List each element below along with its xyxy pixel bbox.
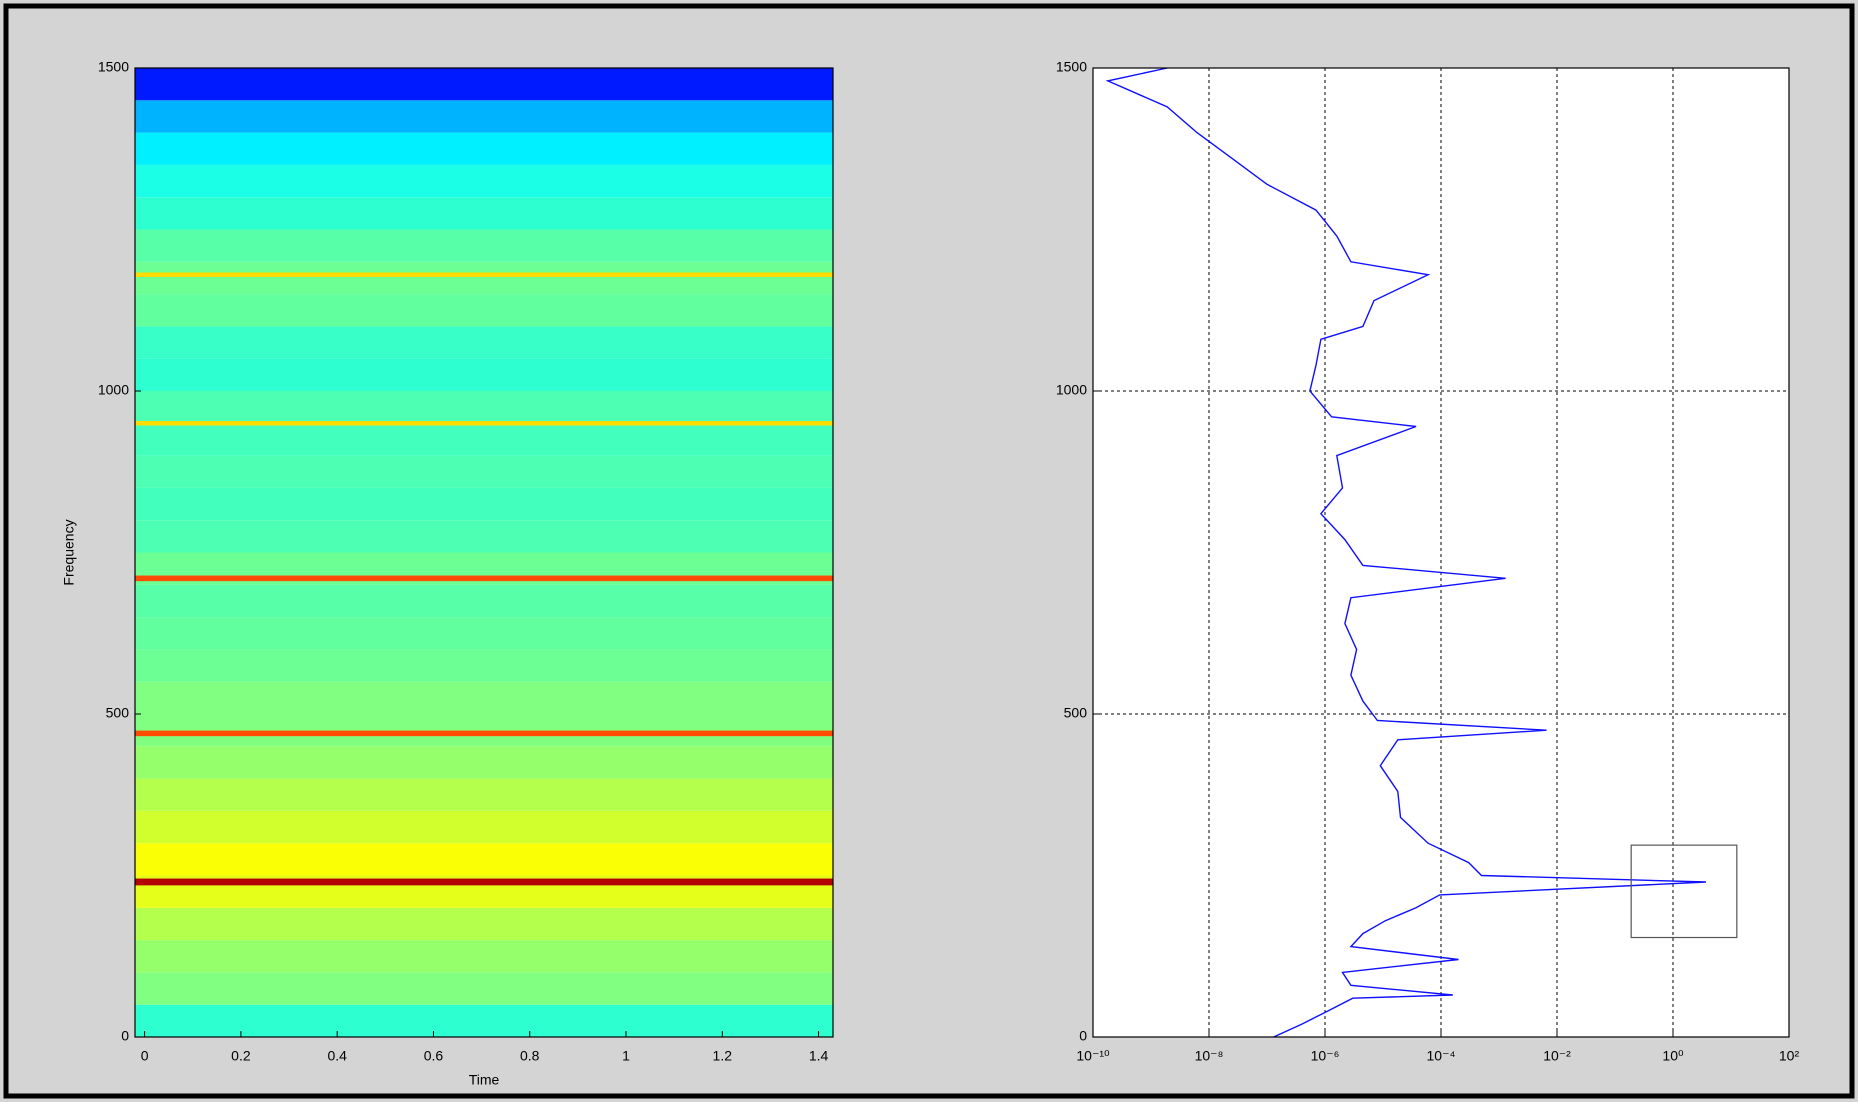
x-axis-label: Time [469,1072,500,1088]
heatmap-row [135,100,833,133]
heatmap-row [135,423,833,456]
heatmap-row [135,294,833,327]
y-tick-label: 0 [121,1028,129,1044]
spectrum-line [1105,67,1707,1038]
heatmap-row [135,1004,833,1037]
heatmap-row [135,617,833,650]
heatmap-row [135,132,833,165]
heatmap-row [135,778,833,811]
heatmap-row [135,455,833,488]
heatmap-row [135,326,833,359]
spectral-line [135,575,833,582]
y-tick-label: 0 [1079,1028,1087,1044]
x-tick-label: 0.6 [424,1048,444,1064]
heatmap-row [135,68,833,101]
heatmap-row [135,972,833,1005]
x-tick-label: 0.8 [520,1048,540,1064]
heatmap-row [135,487,833,521]
y-tick-label: 1500 [1056,59,1087,75]
x-tick-label: 10⁻¹⁰ [1076,1048,1110,1064]
x-tick-label: 10² [1779,1048,1800,1064]
heatmap-row [135,197,833,230]
heatmap-row [135,810,833,844]
x-tick-label: 0 [141,1048,149,1064]
x-tick-label: 0.2 [231,1048,251,1064]
x-tick-label: 10⁻⁸ [1195,1048,1224,1064]
y-tick-label: 500 [106,705,130,721]
heatmap-row [135,261,833,295]
heatmap-row [135,229,833,262]
axes-box [134,67,834,1038]
heatmap-row [135,940,833,973]
heatmap-row [135,843,833,876]
y-tick-label: 500 [1064,705,1088,721]
heatmap-row [135,907,833,941]
x-tick-label: 10⁰ [1662,1048,1684,1064]
heatmap-row [135,358,833,391]
y-tick-label: 1500 [98,59,129,75]
y-tick-label: 1000 [98,382,129,398]
x-tick-label: 10⁻⁶ [1311,1048,1340,1064]
spectral-line [135,878,833,886]
heatmap-row [135,714,833,747]
y-tick-label: 1000 [1056,382,1087,398]
x-tick-label: 1.2 [713,1048,733,1064]
x-tick-label: 1 [622,1048,630,1064]
x-tick-label: 1.4 [809,1048,829,1064]
heatmap-row [135,520,833,553]
y-axis-label: Frequency [61,519,77,585]
heatmap-row [135,391,833,424]
x-tick-label: 10⁻⁴ [1427,1048,1456,1064]
spectral-line [135,421,833,426]
heatmap-row [135,164,833,198]
heatmap-row [135,649,833,682]
heatmap-row [135,746,833,779]
plot-area [1093,68,1789,1037]
x-tick-label: 10⁻² [1543,1048,1571,1064]
x-tick-label: 0.4 [327,1048,347,1064]
annotation-box [1630,844,1738,939]
heatmap-row [135,681,833,714]
spectral-line [135,272,833,277]
spectral-line [135,730,833,737]
heatmap-row [135,584,833,618]
